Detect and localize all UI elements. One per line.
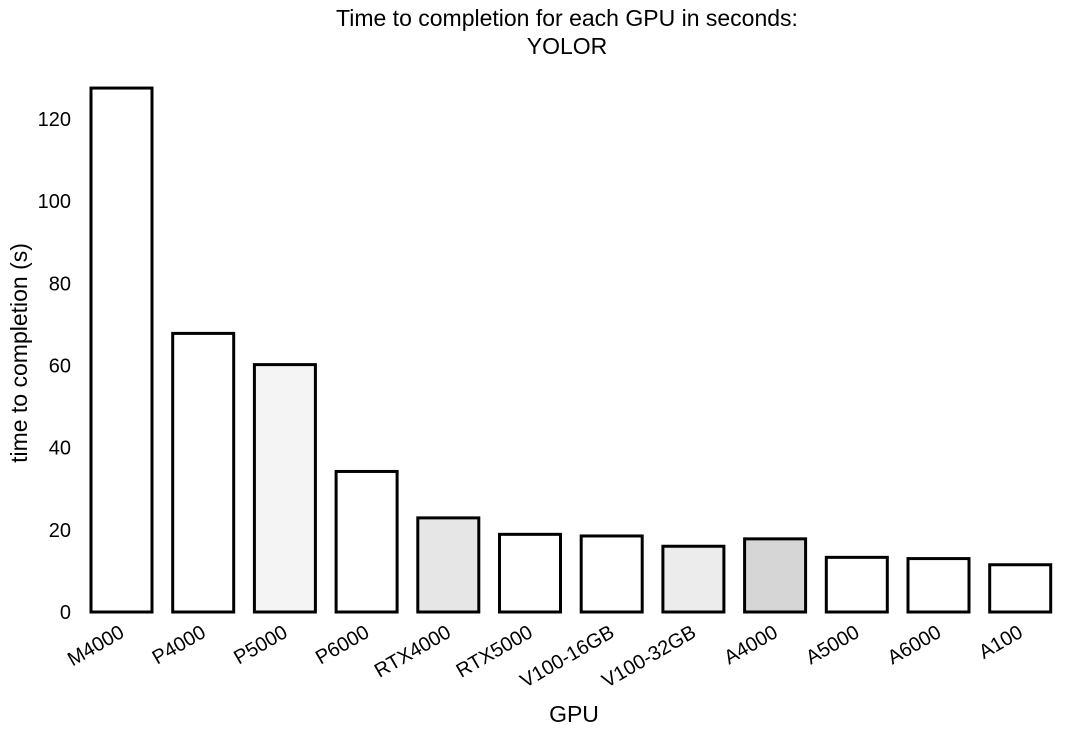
x-tick-label: A6000 bbox=[884, 621, 945, 669]
y-tick-label: 20 bbox=[49, 520, 71, 542]
bar-p6000 bbox=[334, 469, 399, 614]
bar-v100-32gb bbox=[661, 544, 726, 614]
y-tick-label: 120 bbox=[38, 109, 71, 131]
y-tick-label: 40 bbox=[49, 438, 71, 460]
bars bbox=[89, 86, 1053, 614]
x-tick-label: M4000 bbox=[64, 621, 128, 671]
bar-rtx4000 bbox=[416, 516, 481, 614]
x-tick-label: RTX4000 bbox=[371, 621, 455, 682]
bar-a5000 bbox=[824, 555, 889, 614]
bar-rtx5000 bbox=[498, 532, 562, 614]
x-tick-label: P5000 bbox=[230, 621, 291, 669]
y-tick-label: 60 bbox=[49, 355, 71, 377]
chart-subtitle: YOLOR bbox=[527, 33, 608, 59]
x-tick-label: A5000 bbox=[802, 621, 863, 669]
y-tick-label: 0 bbox=[60, 602, 71, 624]
x-tick-label: A4000 bbox=[721, 621, 782, 669]
bar-p5000 bbox=[252, 363, 317, 614]
x-tick-label: P6000 bbox=[312, 621, 373, 669]
chart-title: Time to completion for each GPU in secon… bbox=[336, 5, 798, 31]
y-tick-label: 80 bbox=[49, 273, 71, 295]
y-tick-label: 100 bbox=[38, 191, 71, 213]
x-tick-label: A100 bbox=[975, 621, 1026, 663]
bar-a6000 bbox=[906, 557, 971, 614]
x-tick-label: V100-32GB bbox=[598, 621, 700, 692]
y-tick-labels: 0 20 40 60 80 100 120 bbox=[38, 109, 71, 624]
bar-a4000 bbox=[743, 537, 808, 614]
bar-a100 bbox=[988, 563, 1053, 614]
x-tick-label: P4000 bbox=[149, 621, 210, 669]
x-tick-labels: M4000 P4000 P5000 P6000RTX4000RTX5000V100-1… bbox=[64, 621, 1027, 692]
bar-v100-16gb bbox=[579, 534, 644, 614]
bar-m4000 bbox=[89, 86, 154, 614]
x-axis-label: GPU bbox=[549, 701, 599, 727]
bar-p4000 bbox=[171, 331, 236, 614]
y-axis-label: time to completion (s) bbox=[6, 243, 32, 463]
